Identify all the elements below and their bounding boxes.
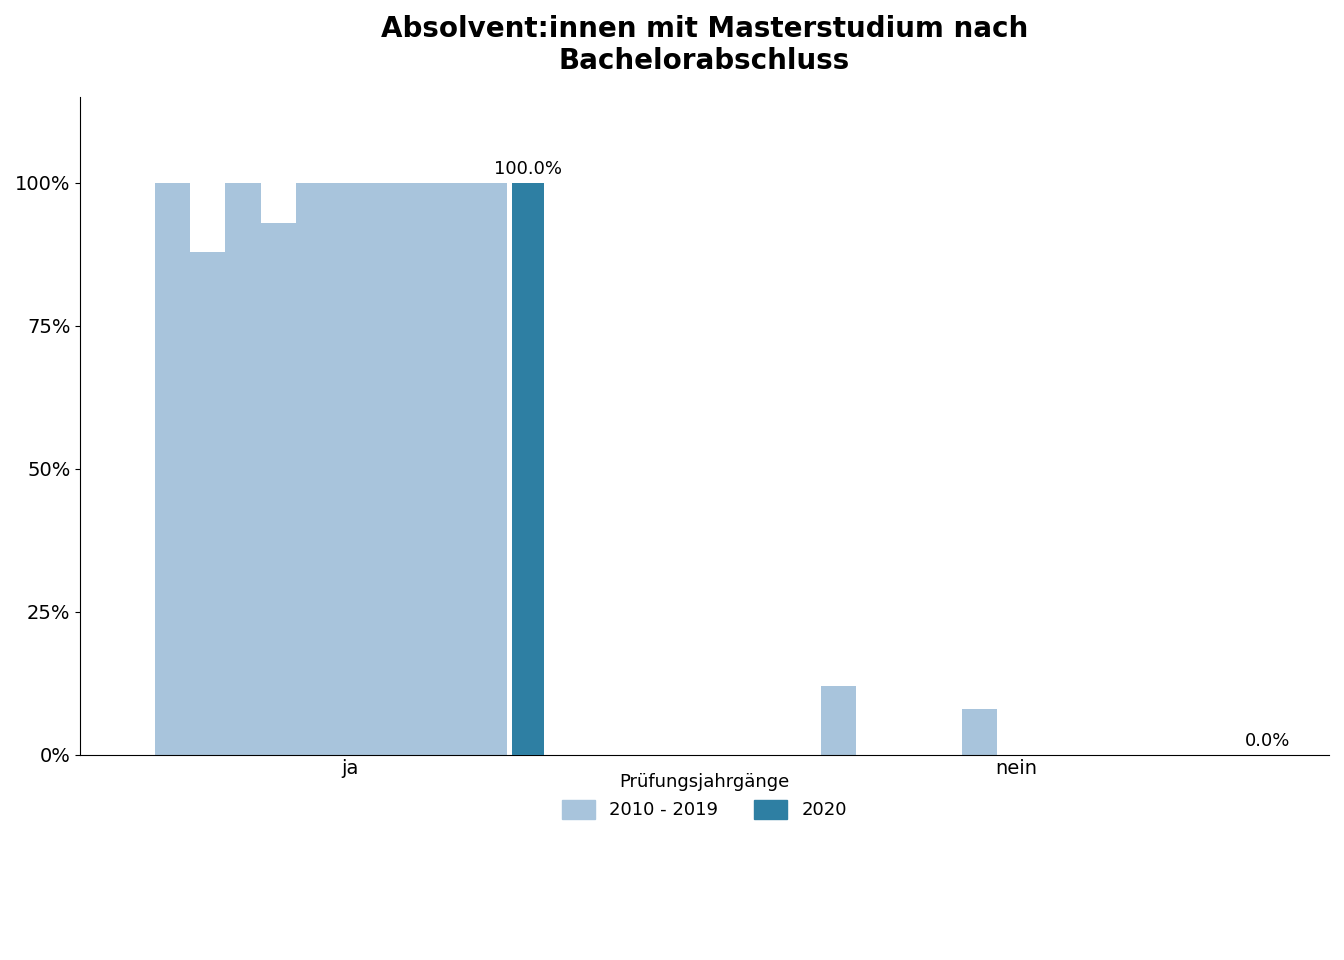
Title: Absolvent:innen mit Masterstudium nach
Bachelorabschluss: Absolvent:innen mit Masterstudium nach B… xyxy=(380,15,1028,76)
Bar xyxy=(226,183,261,755)
Bar xyxy=(962,708,997,755)
Text: 0.0%: 0.0% xyxy=(1245,732,1290,750)
Text: 100.0%: 100.0% xyxy=(493,160,562,179)
Bar xyxy=(296,183,331,755)
Bar xyxy=(402,183,437,755)
Bar xyxy=(261,223,296,755)
Bar xyxy=(512,183,543,755)
Legend: 2010 - 2019, 2020: 2010 - 2019, 2020 xyxy=(544,756,866,837)
Bar xyxy=(191,252,226,755)
Bar xyxy=(472,183,507,755)
Bar xyxy=(331,183,366,755)
Bar xyxy=(366,183,402,755)
Bar xyxy=(821,686,856,755)
Bar xyxy=(155,183,191,755)
Bar xyxy=(437,183,472,755)
